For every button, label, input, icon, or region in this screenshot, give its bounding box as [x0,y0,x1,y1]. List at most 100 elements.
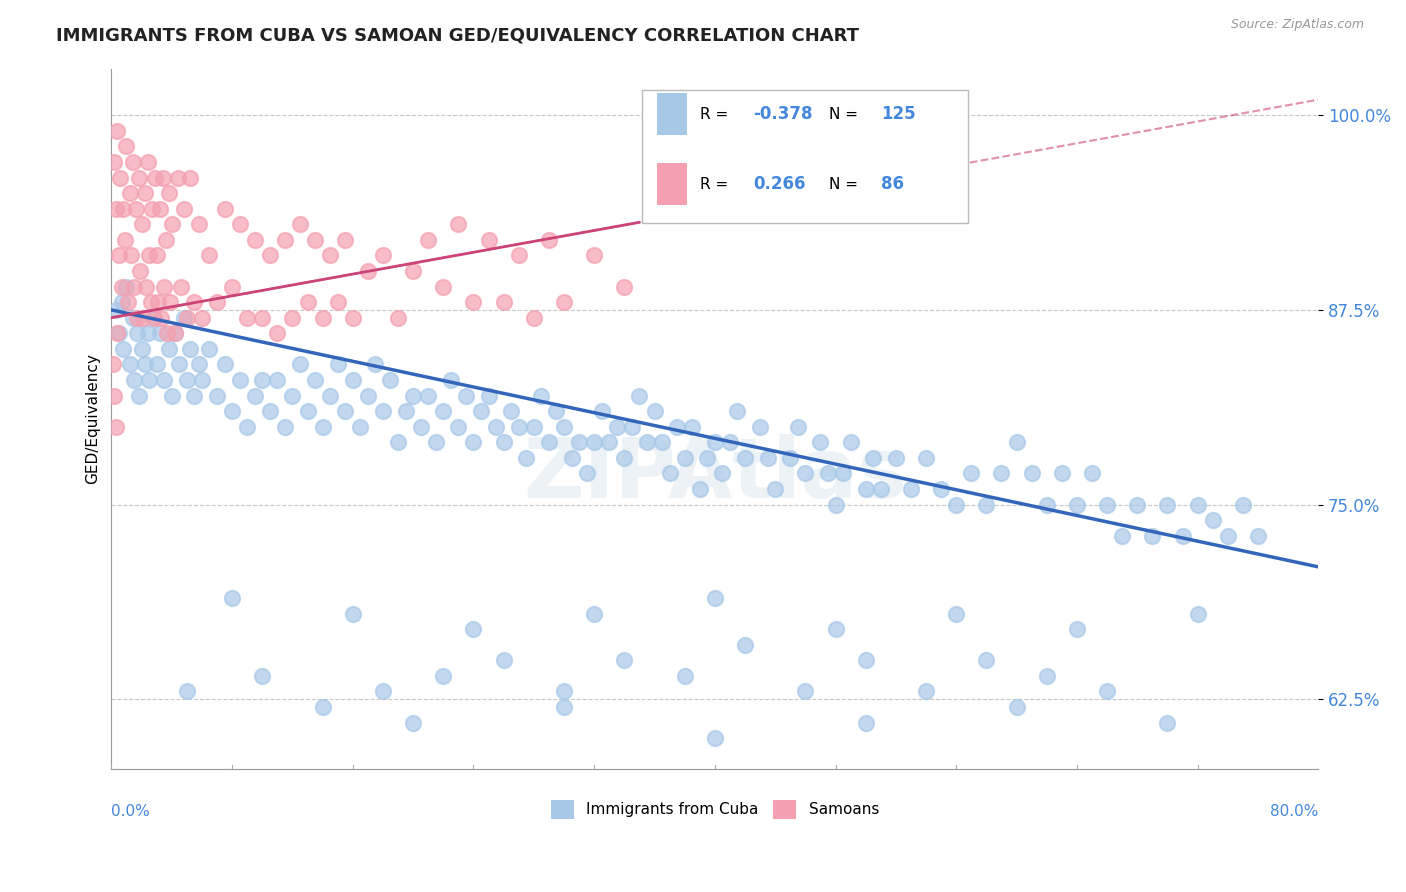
Point [125,310,148,325]
Point [855,653,877,667]
Point [523,310,546,325]
Point [101,358,124,372]
Point [463,295,485,310]
Point [763,482,786,496]
Point [112,342,135,356]
Point [425,435,447,450]
Point [176,373,198,387]
Point [553,295,575,310]
Point [711,467,734,481]
Point [319,248,342,262]
Point [794,684,817,698]
Point [357,388,380,402]
Text: 80.0%: 80.0% [1270,805,1319,820]
Point [198,248,221,262]
Point [108,326,131,341]
Point [136,155,159,169]
Point [297,295,319,310]
Point [160,388,183,402]
Point [221,279,243,293]
Text: 86: 86 [882,175,904,194]
Point [718,435,741,450]
Point [132,310,155,325]
Text: N =: N = [830,177,863,192]
Point [915,450,938,465]
Point [104,302,127,317]
Point [274,233,297,247]
Point [115,139,138,153]
Text: 0.0%: 0.0% [111,805,150,820]
Point [1066,498,1088,512]
Point [447,217,470,231]
Point [779,450,801,465]
Point [108,248,131,262]
Point [191,373,214,387]
Point [1050,467,1073,481]
Point [583,435,606,450]
Point [243,233,266,247]
Point [179,170,201,185]
Point [1095,684,1118,698]
Point [131,217,153,231]
Point [266,326,288,341]
Point [492,295,515,310]
Point [319,388,342,402]
Point [115,279,138,293]
Point [553,419,575,434]
Point [1187,498,1209,512]
Point [288,217,311,231]
Point [553,684,575,698]
Point [134,358,156,372]
Point [114,233,136,247]
Point [145,358,167,372]
Point [342,607,364,621]
Point [786,419,808,434]
Point [628,388,651,402]
Point [236,419,259,434]
Point [259,248,281,262]
Point [703,591,725,605]
Point [311,310,333,325]
Point [1035,498,1057,512]
Text: 125: 125 [882,105,917,123]
Point [139,295,162,310]
Point [155,233,177,247]
Point [869,482,891,496]
Point [281,388,304,402]
Point [673,669,696,683]
Point [756,450,779,465]
Point [960,467,983,481]
Point [252,373,274,387]
Point [824,622,846,636]
Point [1232,498,1254,512]
Point [463,622,485,636]
Point [673,450,696,465]
Point [150,310,173,325]
Point [128,388,150,402]
Bar [643,89,969,223]
Point [183,295,205,310]
Point [214,358,236,372]
Point [900,482,922,496]
Point [252,310,274,325]
Text: IMMIGRANTS FROM CUBA VS SAMOAN GED/EQUIVALENCY CORRELATION CHART: IMMIGRANTS FROM CUBA VS SAMOAN GED/EQUIV… [56,27,859,45]
Text: Source: ZipAtlas.com: Source: ZipAtlas.com [1230,18,1364,31]
Point [1066,622,1088,636]
Point [148,295,170,310]
Point [515,450,537,465]
Point [138,373,160,387]
Point [187,358,209,372]
Point [131,342,153,356]
Point [173,310,195,325]
Point [1202,513,1225,527]
Point [349,419,371,434]
Point [214,202,236,216]
Point [236,310,259,325]
Legend: Immigrants from Cuba, Samoans: Immigrants from Cuba, Samoans [544,794,886,825]
Point [537,233,560,247]
Point [141,202,163,216]
Point [103,388,125,402]
Point [153,279,176,293]
Point [117,295,139,310]
Point [666,419,689,434]
